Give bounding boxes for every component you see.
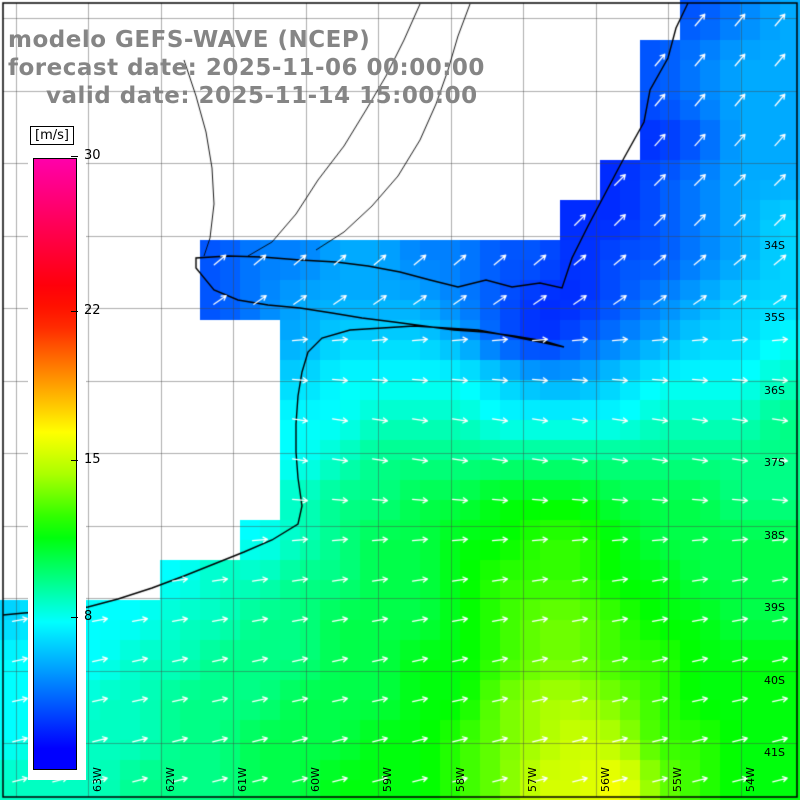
colorbar-tick-mark xyxy=(71,460,78,461)
latitude-label: 35S xyxy=(764,311,785,324)
latitude-label: 37S xyxy=(764,456,785,469)
colorbar-tick-label: 22 xyxy=(84,303,101,318)
latitude-label: 36S xyxy=(764,384,785,397)
latitude-label: 41S xyxy=(764,746,785,759)
longitude-label: 60W xyxy=(309,767,322,792)
colorbar-tick-mark xyxy=(71,311,78,312)
latitude-label: 40S xyxy=(764,674,785,687)
colorbar-unit-label: [m/s] xyxy=(30,126,74,145)
longitude-label: 63W xyxy=(91,767,104,792)
colorbar-tick-label: 30 xyxy=(84,148,101,163)
latitude-label: 39S xyxy=(764,601,785,614)
longitude-label: 57W xyxy=(526,767,539,792)
colorbar-tick-label: 15 xyxy=(84,452,101,467)
colorbar-tick-label: 8 xyxy=(84,609,93,624)
colorbar-tick-mark xyxy=(71,156,78,157)
longitude-label: 54W xyxy=(744,767,757,792)
longitude-label: 55W xyxy=(671,767,684,792)
longitude-label: 58W xyxy=(454,767,467,792)
colorbar-panel: [m/s] xyxy=(28,124,86,780)
longitude-label: 61W xyxy=(236,767,249,792)
longitude-label: 59W xyxy=(381,767,394,792)
model-title: modelo GEFS-WAVE (NCEP) xyxy=(8,27,371,53)
latitude-label: 34S xyxy=(764,239,785,252)
colorbar-tick-mark xyxy=(71,617,78,618)
longitude-label: 62W xyxy=(164,767,177,792)
latitude-label: 38S xyxy=(764,529,785,542)
colorbar xyxy=(33,158,77,770)
longitude-label: 56W xyxy=(599,767,612,792)
title-block: modelo GEFS-WAVE (NCEP) forecast date: 2… xyxy=(8,26,485,110)
forecast-date: forecast date: 2025-11-06 00:00:00 xyxy=(8,55,485,81)
valid-date: valid date: 2025-11-14 15:00:00 xyxy=(46,83,478,109)
